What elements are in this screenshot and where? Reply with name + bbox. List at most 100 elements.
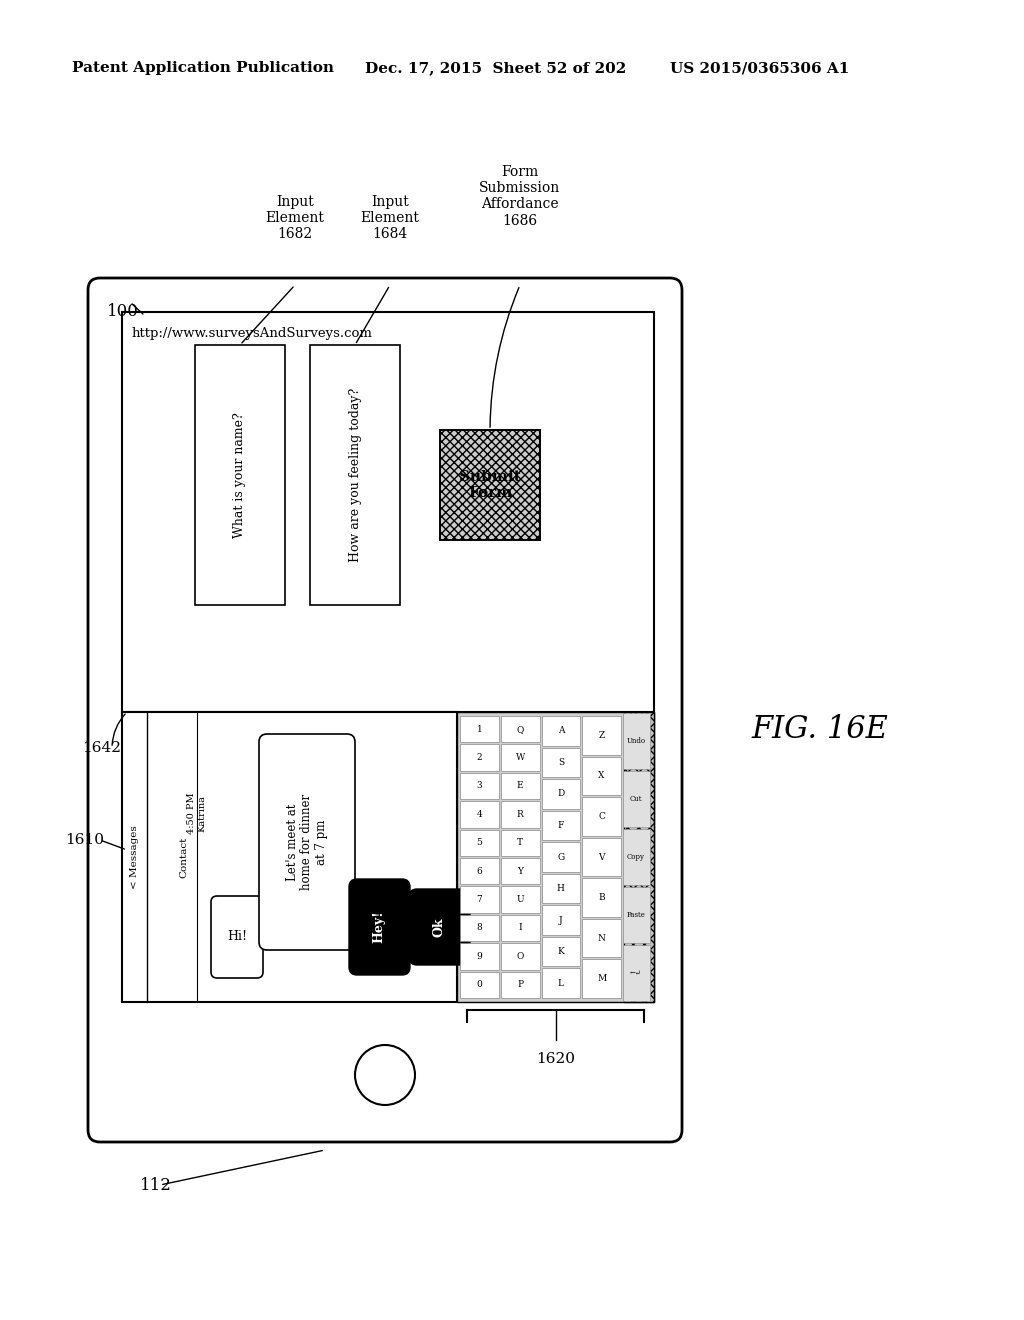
Text: F: F bbox=[558, 821, 564, 830]
Bar bbox=[542, 906, 581, 935]
Text: 1642: 1642 bbox=[82, 741, 121, 755]
Text: Hi!: Hi! bbox=[227, 931, 247, 944]
Text: Y: Y bbox=[517, 867, 523, 875]
Text: FIG. 16E: FIG. 16E bbox=[752, 714, 889, 746]
Bar bbox=[623, 887, 649, 942]
Bar bbox=[501, 772, 540, 799]
Text: C: C bbox=[598, 812, 605, 821]
Text: A: A bbox=[558, 726, 564, 735]
Text: N: N bbox=[598, 933, 605, 942]
Text: Undo: Undo bbox=[627, 737, 645, 744]
Text: G: G bbox=[557, 853, 564, 862]
Bar bbox=[460, 744, 499, 771]
FancyBboxPatch shape bbox=[409, 888, 470, 965]
FancyBboxPatch shape bbox=[211, 896, 263, 978]
Bar bbox=[624, 711, 654, 1002]
Bar bbox=[195, 345, 285, 605]
Text: W: W bbox=[515, 754, 524, 762]
Bar bbox=[542, 715, 581, 746]
Bar bbox=[501, 858, 540, 884]
Bar bbox=[310, 345, 400, 605]
Bar bbox=[440, 430, 540, 540]
Text: 1620: 1620 bbox=[536, 1052, 575, 1067]
Bar bbox=[501, 715, 540, 742]
Text: V: V bbox=[598, 853, 605, 862]
Text: Dec. 17, 2015  Sheet 52 of 202: Dec. 17, 2015 Sheet 52 of 202 bbox=[365, 61, 627, 75]
Bar bbox=[542, 810, 581, 841]
Text: Copy: Copy bbox=[627, 853, 645, 861]
Text: 3: 3 bbox=[476, 781, 482, 791]
Text: Ok: Ok bbox=[432, 917, 445, 937]
Text: What is your name?: What is your name? bbox=[233, 412, 247, 537]
Bar bbox=[542, 779, 581, 809]
Bar bbox=[542, 937, 581, 966]
Bar bbox=[122, 312, 654, 711]
Bar bbox=[583, 715, 621, 755]
Text: M: M bbox=[597, 974, 606, 983]
Text: http://www.surveysAndSurveys.com: http://www.surveysAndSurveys.com bbox=[132, 327, 373, 341]
Bar bbox=[460, 915, 499, 941]
FancyBboxPatch shape bbox=[259, 734, 355, 950]
Text: 4: 4 bbox=[476, 810, 482, 818]
Text: U: U bbox=[516, 895, 524, 904]
Text: Input
Element
1682: Input Element 1682 bbox=[265, 195, 325, 242]
Text: I: I bbox=[518, 924, 522, 932]
Bar bbox=[501, 944, 540, 970]
Bar bbox=[583, 960, 621, 998]
Text: Patent Application Publication: Patent Application Publication bbox=[72, 61, 334, 75]
Text: 1: 1 bbox=[476, 725, 482, 734]
Text: Input
Element
1684: Input Element 1684 bbox=[360, 195, 420, 242]
Bar bbox=[623, 945, 649, 1001]
Bar bbox=[583, 919, 621, 957]
Bar bbox=[501, 801, 540, 828]
Bar bbox=[460, 858, 499, 884]
Bar bbox=[623, 771, 649, 828]
Text: US 2015/0365306 A1: US 2015/0365306 A1 bbox=[670, 61, 849, 75]
Text: 9: 9 bbox=[476, 952, 482, 961]
Text: D: D bbox=[557, 789, 564, 799]
Text: S: S bbox=[558, 758, 564, 767]
Text: 112: 112 bbox=[140, 1176, 172, 1193]
Bar bbox=[460, 972, 499, 998]
Text: 1610: 1610 bbox=[65, 833, 104, 847]
Bar bbox=[501, 887, 540, 913]
Bar bbox=[460, 772, 499, 799]
FancyBboxPatch shape bbox=[88, 279, 682, 1142]
Text: Form
Submission
Affordance
1686: Form Submission Affordance 1686 bbox=[479, 165, 560, 227]
Text: 2: 2 bbox=[476, 754, 482, 762]
FancyBboxPatch shape bbox=[349, 879, 410, 975]
Text: P: P bbox=[517, 981, 523, 989]
Bar bbox=[501, 744, 540, 771]
Text: O: O bbox=[516, 952, 524, 961]
Bar bbox=[460, 801, 499, 828]
Bar bbox=[583, 797, 621, 836]
Text: B: B bbox=[598, 894, 605, 902]
Text: How are you feeling today?: How are you feeling today? bbox=[348, 388, 361, 562]
Text: Z: Z bbox=[598, 731, 605, 739]
Text: Let's meet at
home for dinner
at 7 pm: Let's meet at home for dinner at 7 pm bbox=[286, 793, 329, 890]
Bar bbox=[583, 878, 621, 917]
Bar bbox=[501, 829, 540, 855]
Bar bbox=[460, 829, 499, 855]
Text: Paste: Paste bbox=[627, 911, 645, 919]
Text: E: E bbox=[517, 781, 523, 791]
Text: 7: 7 bbox=[476, 895, 482, 904]
Bar bbox=[623, 829, 649, 884]
Text: R: R bbox=[517, 810, 523, 818]
Text: 8: 8 bbox=[476, 924, 482, 932]
Text: Submit
Form: Submit Form bbox=[459, 470, 521, 500]
Bar bbox=[460, 715, 499, 742]
Text: X: X bbox=[598, 771, 605, 780]
Text: 5: 5 bbox=[476, 838, 482, 847]
Bar bbox=[583, 756, 621, 795]
Text: K: K bbox=[557, 948, 564, 956]
Text: 100: 100 bbox=[106, 304, 139, 321]
Bar bbox=[542, 747, 581, 777]
Bar bbox=[460, 887, 499, 913]
Text: Cut: Cut bbox=[630, 795, 642, 803]
Text: L: L bbox=[558, 978, 564, 987]
Text: ←↵: ←↵ bbox=[630, 969, 642, 977]
Text: Q: Q bbox=[516, 725, 524, 734]
Bar bbox=[440, 430, 540, 540]
Text: 0: 0 bbox=[476, 981, 482, 989]
